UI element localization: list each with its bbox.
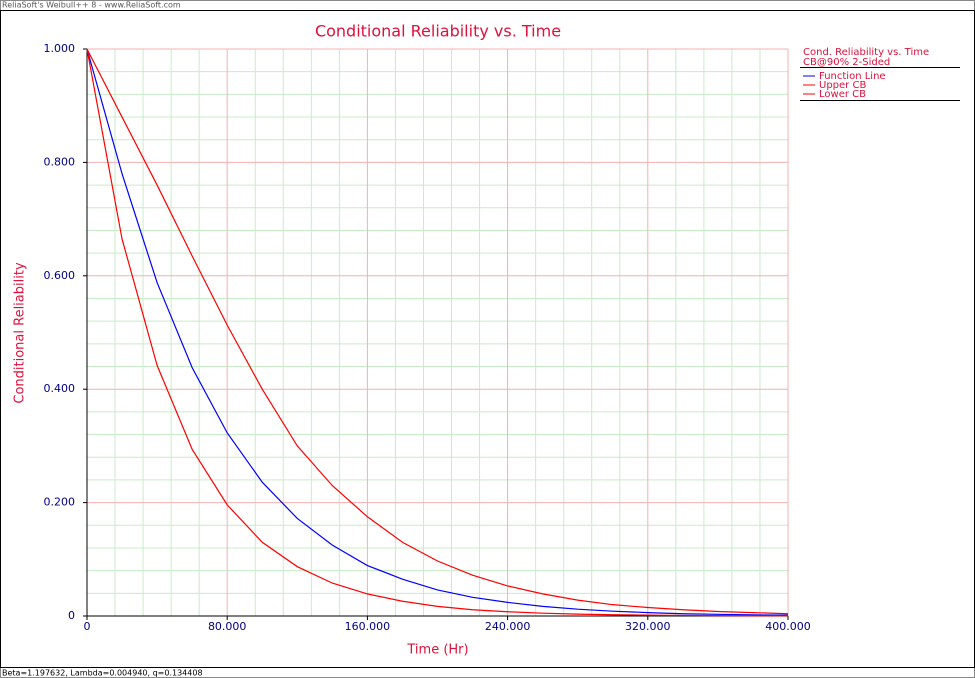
legend-label: Function Line xyxy=(819,71,886,82)
y-tick-label: 0 xyxy=(68,609,75,622)
series-line xyxy=(86,48,789,616)
x-tick-label: 400.000 xyxy=(765,620,811,633)
y-tick-label: 0.600 xyxy=(44,269,76,282)
y-tick-label: 1.000 xyxy=(44,42,76,55)
x-tick-label: 240.000 xyxy=(485,620,531,633)
footer-text: Beta=1.197632, Lambda=0.004940, q=0.1344… xyxy=(2,669,203,678)
series-line xyxy=(86,48,789,615)
x-tick-label: 80.000 xyxy=(208,620,247,633)
y-axis-label: Conditional Reliability xyxy=(13,262,28,404)
y-tick-label: 0.200 xyxy=(44,496,76,509)
y-tick-label: 0.400 xyxy=(44,382,76,395)
x-tick-label: 320.000 xyxy=(625,620,671,633)
legend-label: Lower CB xyxy=(819,89,866,100)
chart-frame xyxy=(0,10,975,668)
series-line xyxy=(86,48,789,617)
x-axis-label: Time (Hr) xyxy=(406,643,468,658)
legend-title: Cond. Reliability vs. Time xyxy=(803,47,929,58)
header-text: ReliaSoft's Weibull++ 8 - www.ReliaSoft.… xyxy=(2,1,181,10)
chart-title: Conditional Reliability vs. Time xyxy=(315,22,561,41)
x-tick-label: 160.000 xyxy=(345,620,391,633)
y-tick-label: 0.800 xyxy=(44,155,76,168)
legend-label: Upper CB xyxy=(819,80,866,91)
legend-subtitle: CB@90% 2-Sided xyxy=(803,57,890,68)
x-tick-label: 0 xyxy=(84,620,91,633)
